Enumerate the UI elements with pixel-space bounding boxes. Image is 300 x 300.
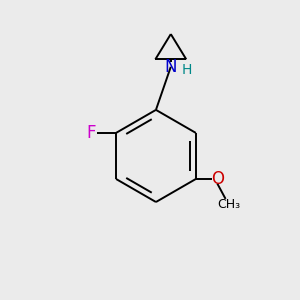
- Text: CH₃: CH₃: [217, 198, 240, 211]
- Text: O: O: [211, 170, 224, 188]
- Text: F: F: [86, 124, 95, 142]
- Text: H: H: [182, 63, 192, 77]
- Text: N: N: [165, 58, 177, 76]
